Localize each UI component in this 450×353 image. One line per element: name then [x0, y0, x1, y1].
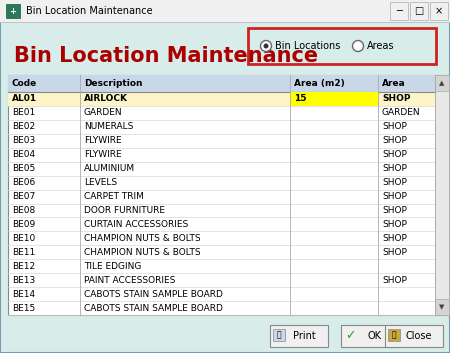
Text: BE01: BE01: [12, 108, 35, 118]
Text: CABOTS STAIN SAMPLE BOARD: CABOTS STAIN SAMPLE BOARD: [84, 289, 223, 299]
Text: SHOP: SHOP: [382, 95, 410, 103]
Bar: [435, 75, 449, 91]
Text: ▼: ▼: [439, 304, 445, 310]
Text: BE06: BE06: [12, 178, 35, 187]
Text: ▲: ▲: [439, 80, 445, 86]
Circle shape: [264, 43, 269, 48]
Bar: [0, 0, 450, 22]
Circle shape: [261, 41, 271, 52]
Bar: [385, 325, 443, 347]
Text: Code: Code: [12, 79, 37, 88]
Bar: [270, 325, 328, 347]
Text: SHOP: SHOP: [382, 150, 407, 159]
Text: SHOP: SHOP: [382, 248, 407, 257]
Text: BE08: BE08: [12, 206, 35, 215]
Text: 📁: 📁: [392, 330, 396, 340]
Text: Description: Description: [84, 79, 143, 88]
Text: SHOP: SHOP: [382, 220, 407, 229]
Text: PAINT ACCESSORIES: PAINT ACCESSORIES: [84, 276, 176, 285]
Bar: [8, 92, 435, 106]
Text: SHOP: SHOP: [382, 192, 407, 201]
Text: BE02: BE02: [12, 122, 35, 131]
Text: BE15: BE15: [12, 304, 35, 312]
Text: GARDEN: GARDEN: [382, 108, 421, 118]
Text: +: +: [9, 6, 17, 16]
Text: BE03: BE03: [12, 136, 35, 145]
Text: BE10: BE10: [12, 234, 35, 243]
Text: CARPET TRIM: CARPET TRIM: [84, 192, 144, 201]
Text: 15: 15: [294, 95, 306, 103]
Text: SHOP: SHOP: [382, 206, 407, 215]
Text: AIRLOCK: AIRLOCK: [84, 95, 128, 103]
Text: BE04: BE04: [12, 150, 35, 159]
Text: Close: Close: [406, 331, 432, 341]
Bar: [435, 75, 449, 315]
Text: Bin Location Maintenance: Bin Location Maintenance: [14, 46, 318, 66]
Text: NUMERALS: NUMERALS: [84, 122, 133, 131]
Text: FLYWIRE: FLYWIRE: [84, 150, 122, 159]
Text: Areas: Areas: [367, 41, 395, 51]
Text: ×: ×: [435, 6, 443, 16]
Text: 🖨: 🖨: [277, 330, 281, 340]
Text: SHOP: SHOP: [382, 164, 407, 173]
Bar: [290, 92, 378, 106]
Text: TILE EDGING: TILE EDGING: [84, 262, 141, 271]
Text: Bin Location Maintenance: Bin Location Maintenance: [26, 6, 153, 16]
Text: BE05: BE05: [12, 164, 35, 173]
Bar: [430, 2, 448, 20]
Bar: [341, 325, 399, 347]
Bar: [248, 28, 436, 64]
Bar: [8, 75, 449, 315]
Text: SHOP: SHOP: [382, 276, 407, 285]
Text: BE07: BE07: [12, 192, 35, 201]
Text: CHAMPION NUTS & BOLTS: CHAMPION NUTS & BOLTS: [84, 234, 201, 243]
Text: Print: Print: [292, 331, 315, 341]
Bar: [390, 2, 408, 20]
Text: CABOTS STAIN SAMPLE BOARD: CABOTS STAIN SAMPLE BOARD: [84, 304, 223, 312]
Text: SHOP: SHOP: [382, 234, 407, 243]
Bar: [8, 75, 435, 92]
Text: ALUMINIUM: ALUMINIUM: [84, 164, 135, 173]
Bar: [388, 329, 400, 341]
Text: BE09: BE09: [12, 220, 35, 229]
Bar: [273, 329, 285, 341]
Text: BE12: BE12: [12, 262, 35, 271]
Text: BE14: BE14: [12, 289, 35, 299]
Text: DOOR FURNITURE: DOOR FURNITURE: [84, 206, 165, 215]
Text: CHAMPION NUTS & BOLTS: CHAMPION NUTS & BOLTS: [84, 248, 201, 257]
Bar: [435, 299, 449, 315]
Text: CURTAIN ACCESSORIES: CURTAIN ACCESSORIES: [84, 220, 188, 229]
Bar: [410, 2, 428, 20]
Text: BE13: BE13: [12, 276, 35, 285]
Text: LEVELS: LEVELS: [84, 178, 117, 187]
Text: ─: ─: [396, 6, 402, 16]
Text: ✓: ✓: [345, 329, 355, 342]
Text: FLYWIRE: FLYWIRE: [84, 136, 122, 145]
Text: OK: OK: [368, 331, 382, 341]
Text: Area: Area: [382, 79, 406, 88]
Circle shape: [352, 41, 364, 52]
Bar: [6, 4, 20, 18]
Text: SHOP: SHOP: [382, 122, 407, 131]
Text: Area (m2): Area (m2): [294, 79, 345, 88]
Text: BE11: BE11: [12, 248, 35, 257]
Text: Bin Locations: Bin Locations: [275, 41, 340, 51]
Text: AL01: AL01: [12, 95, 37, 103]
Text: SHOP: SHOP: [382, 136, 407, 145]
Text: GARDEN: GARDEN: [84, 108, 122, 118]
Text: □: □: [414, 6, 423, 16]
Text: SHOP: SHOP: [382, 178, 407, 187]
